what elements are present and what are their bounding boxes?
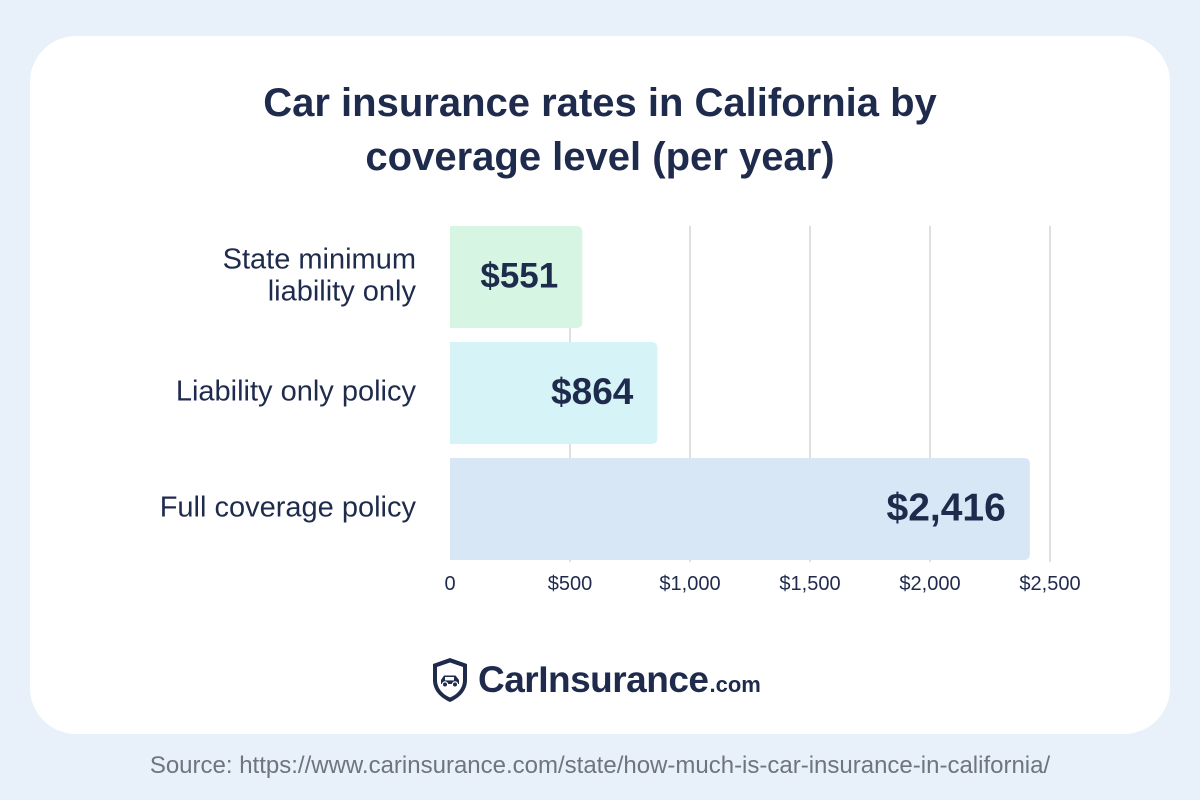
brand-tld: .com — [709, 672, 761, 697]
x-tick-label-0: 0 — [444, 573, 455, 595]
shield-car-icon — [433, 658, 467, 702]
x-tick-label-2: $1,000 — [659, 573, 720, 595]
source-text: Source: https://www.carinsurance.com/sta… — [149, 752, 1051, 779]
category-label-2-0: Full coverage policy — [160, 492, 417, 524]
brand-logo: CarInsurance .com — [430, 654, 761, 706]
x-tick-label-1: $500 — [548, 573, 593, 595]
x-tick-label-5: $2,500 — [1019, 573, 1080, 595]
chart-title-line-1: Car insurance rates in California by — [263, 81, 937, 125]
x-tick-label-4: $2,000 — [899, 573, 960, 595]
bar-0 — [450, 226, 583, 328]
x-tick-label-3: $1,500 — [779, 573, 840, 595]
category-label-0-0: State minimum — [223, 244, 416, 276]
data-label-2: $2,416 — [887, 486, 1006, 529]
category-label-1-0: Liability only policy — [176, 376, 417, 408]
category-label-0-1: liability only — [268, 276, 417, 308]
chart-title: Car insurance rates in California by cov… — [0, 76, 1200, 184]
brand-name: CarInsurance — [478, 659, 709, 700]
bar-2 — [450, 458, 1030, 560]
chart-title-line-2: coverage level (per year) — [365, 135, 835, 179]
data-label-0: $551 — [480, 256, 558, 295]
data-label-1: $864 — [551, 371, 634, 412]
bar-1 — [450, 342, 658, 444]
